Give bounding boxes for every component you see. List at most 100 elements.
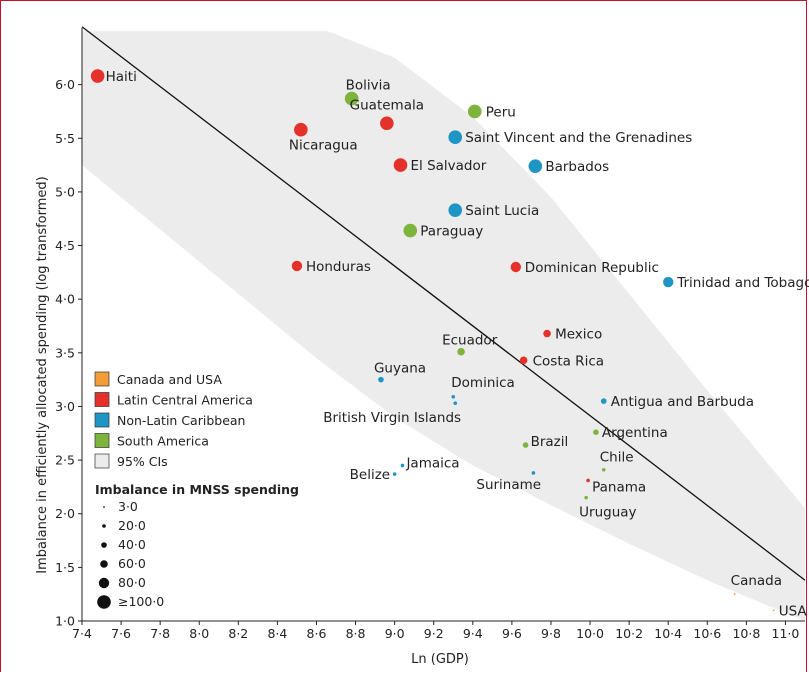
- point-label: British Virgin Islands: [323, 410, 461, 426]
- data-point: [393, 158, 408, 172]
- x-tick-label: 9·6: [502, 626, 522, 641]
- data-point: [344, 91, 359, 106]
- legend-swatch: [94, 392, 110, 407]
- regression-line: [81, 26, 806, 581]
- point-label: Suriname: [476, 477, 541, 493]
- x-tick-label: 10·2: [615, 626, 643, 641]
- point-label: Antigua and Barbuda: [611, 394, 754, 410]
- y-tick-label: 1·5: [55, 560, 75, 575]
- y-tick-label: 2·0: [55, 506, 75, 521]
- legend-label: Latin Central America: [117, 393, 253, 408]
- legend-label: Non-Latin Caribbean: [117, 413, 245, 428]
- data-point: [448, 203, 463, 217]
- size-legend-label: 20·0: [118, 518, 146, 533]
- point-label: El Salvador: [411, 158, 487, 174]
- y-tick-label: 4·0: [55, 292, 75, 307]
- data-point: [531, 471, 536, 475]
- size-legend-dot: [100, 560, 108, 568]
- size-legend-dot: [97, 595, 111, 609]
- x-tick-label: 8·4: [267, 626, 287, 641]
- legend-label: Canada and USA: [117, 372, 222, 387]
- point-label: Nicaragua: [289, 138, 358, 154]
- data-point: [528, 159, 543, 173]
- size-legend-title: Imbalance in MNSS spending: [95, 482, 299, 497]
- point-label: Bolivia: [346, 78, 391, 94]
- data-point: [733, 593, 736, 596]
- size-legend-label: 80·0: [118, 575, 146, 590]
- x-tick-label: 9·4: [463, 626, 483, 641]
- point-label: Saint Vincent and the Grenadines: [465, 130, 692, 146]
- data-point: [457, 347, 465, 356]
- x-tick-label: 10·0: [576, 626, 604, 641]
- y-tick-label: 6·0: [55, 77, 75, 92]
- y-axis-title: Imbalance in efficiently allocated spend…: [35, 176, 50, 573]
- x-tick-label: 10·6: [693, 626, 721, 641]
- y-tick-label: 4·5: [55, 238, 75, 253]
- x-tick-label: 8·0: [189, 626, 209, 641]
- data-point: [584, 495, 588, 500]
- point-label: Brazil: [531, 434, 569, 450]
- data-point: [510, 261, 521, 273]
- data-point: [586, 478, 590, 483]
- ci-band-layer: [82, 31, 805, 621]
- data-point: [400, 463, 405, 468]
- data-point: [663, 276, 674, 288]
- x-tick-label: 10·4: [654, 626, 682, 641]
- x-tick-label: 7·6: [111, 626, 131, 641]
- size-legend-label: 60·0: [118, 556, 146, 571]
- point-label: Argentina: [602, 425, 668, 441]
- legend-swatch: [94, 433, 110, 448]
- ci-band: [82, 31, 805, 621]
- points-layer: [90, 69, 775, 612]
- point-labels-layer: Haiti Bolivia Peru Guatemala Nicaragua Saint …: [106, 69, 809, 619]
- point-label: Trinidad and Tobago: [676, 275, 809, 291]
- data-point: [519, 356, 528, 365]
- data-point: [291, 260, 303, 272]
- point-label: Belize: [350, 467, 390, 483]
- size-legend-label: 3·0: [118, 499, 138, 514]
- x-tick-label: 9·8: [541, 626, 561, 641]
- data-point: [453, 401, 458, 406]
- point-label: Guatemala: [350, 97, 424, 113]
- x-tick-label: 9·0: [385, 626, 405, 641]
- point-label: USA: [779, 603, 808, 619]
- y-tick-label: 3·0: [55, 399, 75, 414]
- point-label: Haiti: [106, 69, 137, 85]
- legend-label: South America: [117, 434, 209, 449]
- size-legend-label: ≥100·0: [118, 594, 164, 609]
- y-tick-label: 5·5: [55, 131, 75, 146]
- point-label: Mexico: [555, 327, 602, 343]
- x-axis-title: Ln (GDP): [411, 652, 469, 667]
- data-point: [467, 104, 482, 119]
- point-label: Canada: [731, 573, 782, 589]
- data-point: [601, 467, 606, 472]
- size-legend-dot: [103, 506, 105, 508]
- data-point: [392, 472, 397, 476]
- x-tick-label: 7·8: [150, 626, 170, 641]
- x-tick-label: 8·6: [307, 626, 327, 641]
- point-label: Chile: [600, 450, 634, 466]
- y-tick-label: 2·5: [55, 453, 75, 468]
- point-label: Saint Lucia: [465, 203, 539, 219]
- y-tick-label: 3·5: [55, 345, 75, 360]
- point-label: Ecuador: [442, 333, 498, 349]
- point-label: Uruguay: [579, 505, 636, 521]
- point-label: Dominica: [451, 375, 515, 391]
- x-tick-label: 8·2: [228, 626, 248, 641]
- x-tick-label: 11·0: [772, 626, 800, 641]
- data-point: [380, 116, 394, 131]
- x-tick-label: 8·8: [346, 626, 366, 641]
- data-point: [600, 398, 607, 404]
- x-tick-label: 7·4: [72, 626, 92, 641]
- data-point: [772, 609, 775, 612]
- data-point: [522, 442, 529, 448]
- data-point: [543, 329, 551, 338]
- point-label: Paraguay: [420, 224, 483, 240]
- legend-swatch: [94, 371, 110, 387]
- legend-label: 95% CIs: [117, 454, 168, 469]
- point-label: Panama: [592, 479, 646, 495]
- y-tick-label: 5·0: [55, 184, 75, 199]
- fit-line-layer: [81, 26, 806, 581]
